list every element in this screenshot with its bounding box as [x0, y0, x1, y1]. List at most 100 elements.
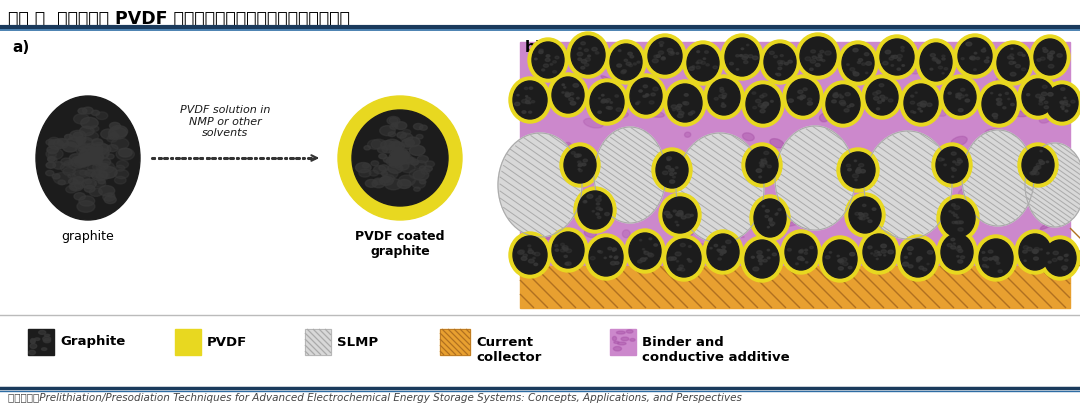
Ellipse shape: [664, 212, 670, 215]
Ellipse shape: [666, 157, 672, 160]
Ellipse shape: [861, 61, 870, 70]
Ellipse shape: [951, 152, 956, 155]
Ellipse shape: [937, 230, 977, 274]
Ellipse shape: [754, 199, 786, 237]
Ellipse shape: [602, 94, 604, 96]
Ellipse shape: [953, 168, 957, 171]
Ellipse shape: [578, 161, 581, 163]
Ellipse shape: [83, 155, 91, 159]
Ellipse shape: [513, 236, 546, 274]
Ellipse shape: [854, 160, 856, 162]
Ellipse shape: [933, 58, 935, 59]
Ellipse shape: [742, 81, 784, 127]
Ellipse shape: [30, 339, 36, 343]
Ellipse shape: [657, 55, 660, 57]
Bar: [28, 329, 54, 355]
Ellipse shape: [759, 176, 761, 178]
Ellipse shape: [388, 163, 403, 173]
Ellipse shape: [764, 44, 796, 80]
Ellipse shape: [636, 200, 643, 207]
Ellipse shape: [612, 248, 617, 250]
Ellipse shape: [567, 32, 609, 78]
Ellipse shape: [719, 250, 721, 251]
Ellipse shape: [1017, 52, 1023, 56]
Ellipse shape: [721, 34, 762, 80]
Ellipse shape: [759, 95, 764, 98]
Ellipse shape: [760, 110, 765, 113]
Ellipse shape: [994, 117, 998, 119]
Ellipse shape: [78, 108, 87, 114]
Ellipse shape: [748, 157, 757, 163]
Ellipse shape: [893, 55, 897, 59]
Ellipse shape: [523, 254, 527, 257]
Ellipse shape: [561, 243, 565, 246]
Ellipse shape: [1062, 266, 1067, 270]
Ellipse shape: [758, 104, 764, 107]
Ellipse shape: [687, 259, 690, 260]
Ellipse shape: [1030, 35, 1070, 79]
Ellipse shape: [583, 118, 603, 128]
Ellipse shape: [584, 229, 596, 237]
Ellipse shape: [1042, 81, 1080, 125]
Ellipse shape: [613, 341, 619, 344]
Ellipse shape: [352, 110, 448, 206]
Ellipse shape: [535, 58, 537, 60]
Ellipse shape: [855, 170, 862, 173]
Ellipse shape: [648, 253, 653, 257]
Ellipse shape: [1057, 257, 1063, 260]
Ellipse shape: [388, 157, 395, 162]
Ellipse shape: [805, 252, 808, 255]
Ellipse shape: [810, 246, 813, 249]
Ellipse shape: [746, 85, 780, 123]
Ellipse shape: [1039, 102, 1043, 105]
Ellipse shape: [566, 262, 571, 265]
Ellipse shape: [1027, 247, 1032, 251]
Ellipse shape: [596, 207, 600, 210]
Ellipse shape: [667, 239, 701, 277]
Ellipse shape: [597, 216, 600, 219]
Ellipse shape: [380, 140, 395, 150]
Ellipse shape: [84, 146, 91, 150]
Ellipse shape: [372, 179, 384, 188]
Ellipse shape: [669, 257, 674, 260]
Ellipse shape: [1022, 147, 1054, 183]
Ellipse shape: [866, 61, 872, 65]
Ellipse shape: [615, 256, 618, 258]
Ellipse shape: [796, 100, 812, 110]
Ellipse shape: [1040, 249, 1042, 250]
Ellipse shape: [79, 157, 93, 166]
Ellipse shape: [664, 80, 706, 126]
Ellipse shape: [959, 221, 963, 224]
Ellipse shape: [109, 133, 119, 140]
Ellipse shape: [845, 109, 849, 112]
Ellipse shape: [713, 66, 717, 69]
Ellipse shape: [973, 69, 976, 71]
Ellipse shape: [845, 193, 885, 237]
Ellipse shape: [949, 211, 951, 212]
Ellipse shape: [958, 186, 973, 196]
Ellipse shape: [1010, 54, 1014, 56]
Ellipse shape: [671, 52, 674, 54]
Ellipse shape: [864, 53, 869, 56]
Ellipse shape: [927, 103, 932, 107]
Ellipse shape: [367, 140, 382, 149]
Ellipse shape: [609, 256, 612, 257]
Ellipse shape: [996, 257, 998, 258]
Ellipse shape: [646, 94, 649, 96]
Ellipse shape: [49, 137, 59, 144]
Ellipse shape: [82, 153, 99, 163]
Ellipse shape: [90, 153, 103, 161]
Ellipse shape: [546, 55, 550, 57]
Ellipse shape: [93, 148, 103, 154]
Ellipse shape: [548, 228, 588, 272]
Ellipse shape: [397, 179, 411, 189]
Ellipse shape: [1023, 250, 1027, 253]
Ellipse shape: [419, 166, 426, 170]
Ellipse shape: [753, 267, 759, 271]
Ellipse shape: [988, 250, 993, 253]
Ellipse shape: [598, 111, 602, 113]
Ellipse shape: [409, 145, 426, 155]
Ellipse shape: [983, 48, 985, 49]
Ellipse shape: [885, 97, 888, 99]
Ellipse shape: [60, 163, 76, 173]
